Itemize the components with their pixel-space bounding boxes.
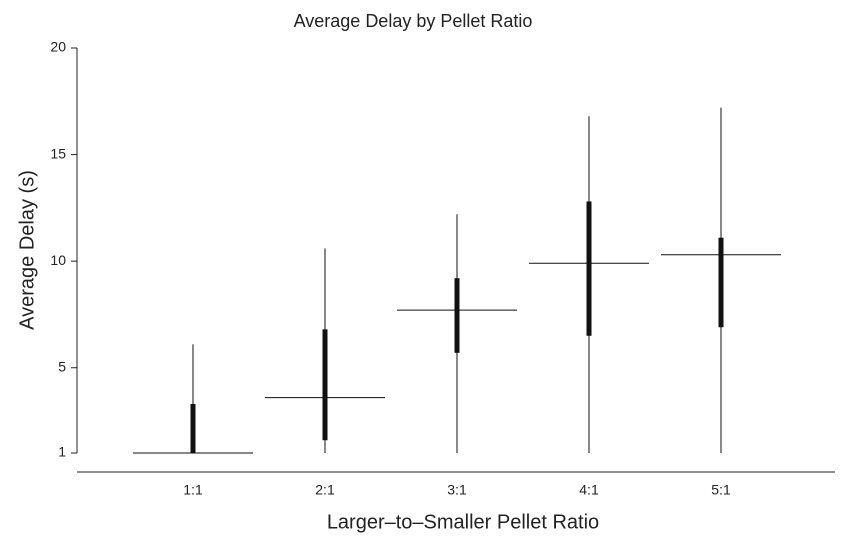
y-tick-label: 15 (50, 145, 66, 161)
x-tick-label: 5:1 (711, 482, 731, 498)
x-tick-label: 1:1 (183, 482, 203, 498)
y-axis-label: Average Delay (s) (16, 170, 38, 330)
x-tick-label: 3:1 (447, 482, 467, 498)
box (718, 237, 724, 328)
y-tick-label: 20 (50, 39, 66, 55)
y-tick-label: 1 (58, 444, 66, 460)
box (322, 329, 328, 441)
y-tick-label: 10 (50, 252, 66, 268)
box (586, 201, 592, 336)
x-tick-label: 4:1 (579, 482, 599, 498)
x-tick-label: 2:1 (315, 482, 335, 498)
y-tick-label: 5 (58, 358, 66, 374)
box (454, 278, 460, 353)
chart-title: Average Delay by Pellet Ratio (294, 11, 533, 31)
x-axis-label: Larger–to–Smaller Pellet Ratio (327, 511, 599, 533)
box (190, 403, 196, 453)
